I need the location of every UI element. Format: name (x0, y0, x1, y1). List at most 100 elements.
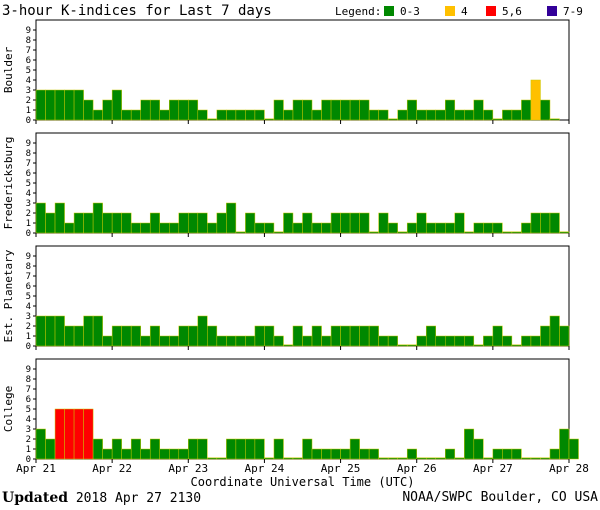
bar-2-33 (349, 325, 360, 347)
bar-1-8 (111, 212, 122, 234)
bar-2-22 (245, 335, 256, 347)
bar-0-5 (83, 99, 94, 121)
bar-0-18 (207, 118, 218, 121)
bar-2-26 (283, 344, 294, 347)
y-tick-label: 9 (26, 365, 31, 375)
y-tick-label: 4 (26, 415, 31, 425)
bar-3-56 (568, 438, 579, 460)
y-tick-label: 1 (26, 106, 31, 116)
bar-2-20 (226, 335, 237, 347)
bar-0-31 (330, 99, 341, 121)
bar-0-39 (406, 99, 417, 121)
bar-2-50 (511, 344, 522, 347)
bar-2-4 (73, 325, 84, 347)
bar-3-30 (321, 448, 332, 460)
bar-0-32 (340, 99, 351, 121)
y-tick-label: 2 (26, 96, 31, 106)
y-tick-label: 7 (26, 385, 31, 395)
bar-1-38 (397, 231, 408, 234)
bar-3-11 (140, 448, 151, 460)
bar-1-16 (188, 212, 199, 234)
bar-3-40 (416, 457, 427, 460)
bar-3-9 (121, 448, 132, 460)
bar-3-43 (445, 448, 456, 460)
bar-3-46 (473, 438, 484, 460)
bar-0-20 (226, 109, 237, 121)
y-tick-label: 0 (26, 455, 31, 465)
bar-0-29 (311, 109, 322, 121)
y-tick-label: 2 (26, 435, 31, 445)
bar-1-55 (559, 231, 570, 234)
bar-0-54 (549, 118, 560, 121)
bar-1-25 (273, 231, 284, 234)
y-tick-label: 0 (26, 116, 31, 126)
bar-1-19 (216, 212, 227, 234)
bar-0-7 (102, 99, 113, 121)
bar-3-10 (130, 438, 141, 460)
bar-0-9 (121, 109, 132, 121)
x-tick-label-4: Apr 25 (321, 462, 361, 475)
y-tick-label: 8 (26, 375, 31, 385)
bar-2-55 (559, 325, 570, 347)
bar-2-11 (140, 335, 151, 347)
bar-1-18 (207, 222, 218, 234)
bar-0-35 (368, 109, 379, 121)
x-tick-label-6: Apr 27 (473, 462, 513, 475)
bar-1-4 (73, 212, 84, 234)
bar-0-21 (235, 109, 246, 121)
bar-3-53 (540, 457, 551, 460)
bar-2-40 (416, 335, 427, 347)
bar-1-49 (502, 231, 513, 234)
bar-3-34 (359, 448, 370, 460)
bar-0-4 (73, 89, 84, 121)
bar-1-22 (245, 212, 256, 234)
bar-0-48 (492, 118, 503, 121)
bar-1-23 (254, 222, 265, 234)
bar-2-18 (207, 325, 218, 347)
bar-0-16 (188, 99, 199, 121)
bar-1-32 (340, 212, 351, 234)
bar-2-48 (492, 325, 503, 347)
x-tick-label-3: Apr 24 (245, 462, 285, 475)
bar-3-32 (340, 448, 351, 460)
y-tick-label: 1 (26, 332, 31, 342)
legend-entry-1: 4 (461, 5, 468, 18)
bar-2-31 (330, 325, 341, 347)
bar-3-27 (292, 457, 303, 460)
bar-2-0 (35, 315, 46, 347)
bar-3-16 (188, 438, 199, 460)
bar-1-48 (492, 222, 503, 234)
bar-2-13 (159, 335, 170, 347)
bar-2-19 (216, 335, 227, 347)
bar-1-35 (368, 231, 379, 234)
y-tick-label: 9 (26, 139, 31, 149)
updated-value: 2018 Apr 27 2130 (75, 491, 202, 506)
bar-1-46 (473, 222, 484, 234)
bar-1-36 (378, 212, 389, 234)
bar-0-3 (64, 89, 75, 121)
bar-2-1 (45, 315, 56, 347)
bar-3-48 (492, 448, 503, 460)
legend-swatch-1 (445, 6, 455, 16)
bar-3-1 (45, 438, 56, 460)
bar-2-21 (235, 335, 246, 347)
y-tick-label: 7 (26, 46, 31, 56)
bar-0-30 (321, 99, 332, 121)
bar-3-24 (264, 457, 275, 460)
bar-0-26 (283, 109, 294, 121)
bar-2-46 (473, 344, 484, 347)
legend-entry-0: 0-3 (400, 5, 420, 18)
bar-2-15 (178, 325, 189, 347)
y-tick-label: 6 (26, 282, 31, 292)
bar-2-27 (292, 325, 303, 347)
bar-2-7 (102, 335, 113, 347)
source-credit: NOAA/SWPC Boulder, CO USA (402, 490, 598, 505)
bar-1-24 (264, 222, 275, 234)
bar-0-33 (349, 99, 360, 121)
bar-3-37 (387, 457, 398, 460)
bar-0-37 (387, 118, 398, 121)
bar-0-23 (254, 109, 265, 121)
y-tick-label: 1 (26, 445, 31, 455)
bar-0-14 (169, 99, 180, 121)
bar-0-50 (511, 109, 522, 121)
